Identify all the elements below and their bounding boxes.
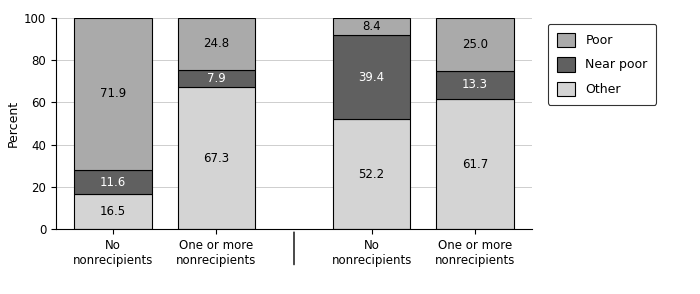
Bar — [332, 119, 410, 229]
Text: 39.4: 39.4 — [358, 71, 385, 83]
Bar — [178, 87, 256, 229]
Legend: Poor, Near poor, Other: Poor, Near poor, Other — [548, 24, 657, 105]
Bar — [74, 170, 152, 194]
Bar — [436, 18, 514, 71]
Text: 24.8: 24.8 — [203, 37, 230, 50]
Text: 52.2: 52.2 — [358, 168, 385, 181]
Text: 25.0: 25.0 — [462, 38, 488, 51]
Text: 67.3: 67.3 — [203, 152, 230, 165]
Bar — [436, 71, 514, 99]
Bar — [178, 70, 256, 87]
Bar — [74, 18, 152, 170]
Bar — [74, 194, 152, 229]
Bar — [332, 18, 410, 35]
Text: 8.4: 8.4 — [363, 20, 381, 33]
Text: 71.9: 71.9 — [100, 87, 126, 100]
Text: 61.7: 61.7 — [462, 158, 488, 171]
Text: 11.6: 11.6 — [100, 176, 126, 189]
Y-axis label: Percent: Percent — [7, 100, 20, 147]
Text: 16.5: 16.5 — [100, 205, 126, 218]
Bar — [178, 18, 256, 70]
Text: 7.9: 7.9 — [207, 72, 226, 85]
Bar — [332, 35, 410, 119]
Bar — [436, 99, 514, 229]
Text: 13.3: 13.3 — [462, 78, 488, 91]
